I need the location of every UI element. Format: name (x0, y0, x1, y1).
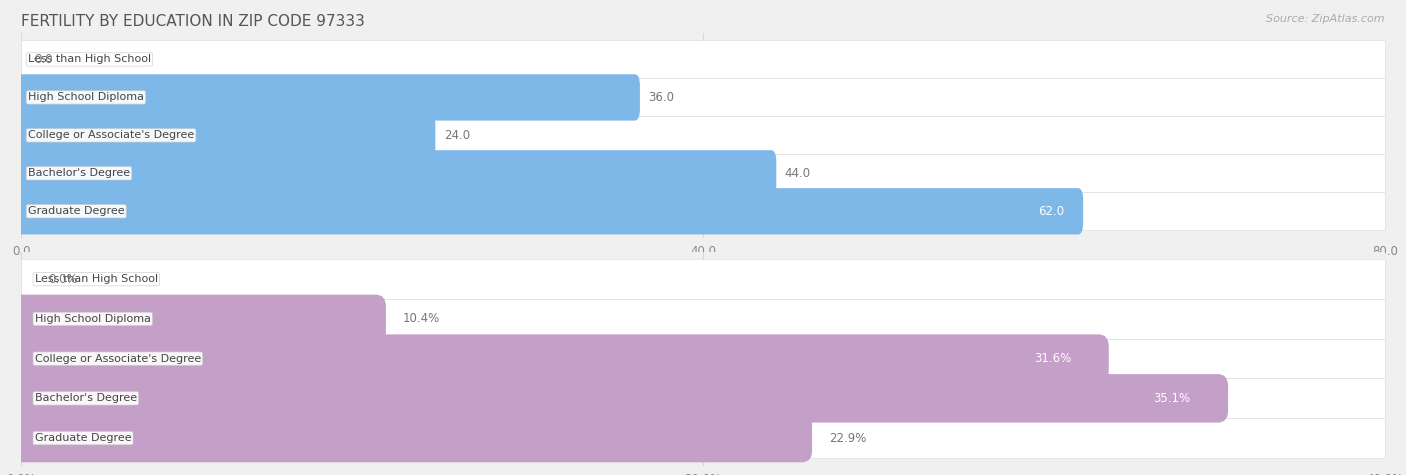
Text: FERTILITY BY EDUCATION IN ZIP CODE 97333: FERTILITY BY EDUCATION IN ZIP CODE 97333 (21, 14, 366, 29)
FancyBboxPatch shape (21, 116, 1385, 154)
Text: High School Diploma: High School Diploma (35, 314, 150, 324)
FancyBboxPatch shape (11, 334, 1109, 383)
Text: Bachelor's Degree: Bachelor's Degree (35, 393, 136, 403)
FancyBboxPatch shape (21, 259, 1385, 299)
FancyBboxPatch shape (21, 339, 1385, 379)
Text: 22.9%: 22.9% (830, 432, 866, 445)
Text: 36.0: 36.0 (648, 91, 675, 104)
FancyBboxPatch shape (21, 299, 1385, 339)
Text: Graduate Degree: Graduate Degree (28, 206, 125, 216)
FancyBboxPatch shape (11, 374, 1227, 423)
FancyBboxPatch shape (11, 294, 385, 343)
Text: 35.1%: 35.1% (1153, 392, 1191, 405)
Text: 31.6%: 31.6% (1033, 352, 1071, 365)
FancyBboxPatch shape (21, 78, 1385, 116)
FancyBboxPatch shape (15, 112, 436, 159)
Text: 24.0: 24.0 (444, 129, 470, 142)
Text: College or Associate's Degree: College or Associate's Degree (28, 130, 194, 141)
FancyBboxPatch shape (11, 414, 813, 462)
FancyBboxPatch shape (21, 40, 1385, 78)
FancyBboxPatch shape (15, 74, 640, 121)
Text: Less than High School: Less than High School (35, 274, 157, 284)
Text: 10.4%: 10.4% (404, 313, 440, 325)
Text: Source: ZipAtlas.com: Source: ZipAtlas.com (1267, 14, 1385, 24)
Text: Graduate Degree: Graduate Degree (35, 433, 131, 443)
FancyBboxPatch shape (21, 192, 1385, 230)
FancyBboxPatch shape (21, 418, 1385, 458)
Text: 62.0: 62.0 (1038, 205, 1064, 218)
Text: Bachelor's Degree: Bachelor's Degree (28, 168, 129, 178)
Text: High School Diploma: High School Diploma (28, 93, 143, 103)
Text: 44.0: 44.0 (785, 167, 811, 180)
FancyBboxPatch shape (15, 150, 776, 197)
Text: 0.0%: 0.0% (48, 273, 77, 285)
Text: 0.0: 0.0 (35, 53, 53, 66)
FancyBboxPatch shape (21, 154, 1385, 192)
FancyBboxPatch shape (21, 379, 1385, 418)
Text: Less than High School: Less than High School (28, 55, 150, 65)
Text: College or Associate's Degree: College or Associate's Degree (35, 353, 201, 364)
FancyBboxPatch shape (15, 188, 1083, 235)
